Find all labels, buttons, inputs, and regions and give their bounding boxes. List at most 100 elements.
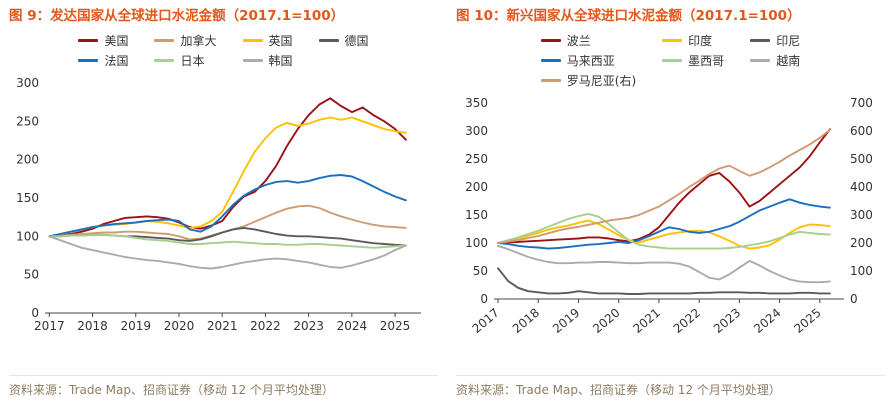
legend-label: 印度 [688,33,713,48]
y-axis-tick-label: 200 [465,180,488,194]
series-line-墨西哥 [496,212,831,250]
legend-swatch [242,38,263,42]
figure-9-panel: 图 9：发达国家从全球进口水泥金额（2017.1=100） 美国 加拿大 英国 德国法… [0,0,447,404]
legend-swatch [242,58,263,62]
y-axis-right-tick-label: 500 [850,152,873,166]
y-axis-tick-label: 0 [31,306,39,320]
y-axis-tick-label: 0 [480,292,488,306]
legend-item-波兰: 波兰 [540,32,636,49]
series-line-罗马尼亚(右) [496,128,831,244]
legend-label: 美国 [104,33,129,48]
legend-label: 越南 [776,53,801,68]
legend-item-法国: 法国 [78,52,128,69]
x-axis-tick-label: 2024 [336,319,367,333]
legend-item-美国: 美国 [78,32,128,49]
legend-label: 德国 [344,33,369,48]
legend-item-越南: 越南 [750,52,800,69]
y-axis-tick-label: 50 [23,267,38,281]
series-line-法国 [47,173,407,237]
y-axis-tick-label: 150 [465,208,488,222]
x-axis-tick-label: 2022 [250,319,281,333]
y-axis-tick-label: 250 [16,114,39,128]
legend-label: 墨西哥 [688,53,725,68]
x-axis-tick-label: 2018 [509,305,541,335]
legend-item-英国: 英国 [242,32,293,49]
series-line-马来西亚 [496,197,831,250]
legend-swatch [540,38,561,42]
legend-swatch [154,38,175,42]
x-axis-tick-label: 2025 [379,319,410,333]
legend-item-印尼: 印尼 [750,32,800,49]
legend-label: 韩国 [268,53,293,68]
legend-label: 马来西亚 [566,53,615,68]
figure-9-source-note: 资料来源：Trade Map、招商证券（移动 12 个月平均处理） [9,375,438,398]
series-line-波兰 [496,127,831,244]
legend-swatch [540,58,561,62]
y-axis-right-tick-label: 100 [850,264,873,278]
y-axis-tick-label: 300 [465,124,488,138]
legend-swatch [78,58,99,62]
legend-swatch [662,38,683,42]
y-axis-right-tick-label: 700 [850,96,873,110]
series-line-印度 [496,219,831,250]
x-axis-tick-label: 2017 [34,319,65,333]
legend-label: 波兰 [566,33,591,48]
figure-10-title: 图 10：新兴国家从全球进口水泥金额（2017.1=100） [456,8,801,24]
figure-9-title: 图 9：发达国家从全球进口水泥金额（2017.1=100） [9,8,345,24]
series-line-日本 [47,233,407,249]
x-axis-tick-label: 2018 [77,319,108,333]
y-axis-right-tick-label: 200 [850,236,873,250]
legend-item-韩国: 韩国 [242,52,293,69]
legend-item-加拿大: 加拿大 [154,32,217,49]
series-line-韩国 [47,234,407,269]
legend-swatch [662,58,683,62]
series-line-越南 [496,244,831,283]
y-axis-tick-label: 250 [465,152,488,166]
legend-item-德国: 德国 [318,32,369,49]
legend-label: 印尼 [776,33,801,48]
y-axis-right-tick-label: 300 [850,208,873,222]
legend-label: 日本 [180,53,205,68]
y-axis-tick-label: 100 [465,236,488,250]
x-axis-tick-label: 2019 [550,305,582,335]
legend-item-日本: 日本 [154,52,216,69]
legend-swatch [750,58,771,62]
y-axis-tick-label: 200 [16,152,39,166]
legend-swatch [78,38,99,42]
legend-swatch [540,78,561,82]
x-axis-tick-label: 2023 [293,319,324,333]
figure-10-source-note: 资料来源：Trade Map、招商证券（移动 12 个月平均处理） [456,375,885,398]
y-axis-right-tick-label: 0 [850,292,858,306]
y-axis-tick-label: 350 [465,96,488,110]
x-axis-tick-label: 2020 [590,305,622,335]
y-axis-tick-label: 50 [472,264,487,278]
legend-item-墨西哥: 墨西哥 [662,52,724,69]
legend-label: 罗马尼亚(右) [566,73,637,88]
legend-swatch [318,38,339,42]
y-axis-tick-label: 100 [16,229,39,243]
figure-9-chart: 0 50 100 150 200 250 300 2017 2018 2019 2020 2021 20… [16,76,421,333]
x-axis-tick-label: 2017 [469,305,501,335]
legend-item-马来西亚: 马来西亚 [540,52,636,69]
figure-10-legend: 波兰 印度 印尼马来西亚 墨西哥 越南罗马尼亚(右) [456,32,885,89]
x-axis-tick-label: 2021 [206,319,237,333]
x-axis-tick-label: 2025 [791,305,823,335]
x-axis-tick-label: 2019 [120,319,151,333]
figure-10-chart: 0 50 100 150 200 250 300 350 0 100 200 300 400 500 600… [465,96,873,336]
figure-10-panel: 图 10：新兴国家从全球进口水泥金额（2017.1=100） 波兰 印度 印尼马来西… [447,0,894,404]
legend-swatch [750,38,771,42]
series-line-印尼 [496,266,831,295]
x-axis-tick-label: 2023 [710,305,742,335]
y-axis-right-tick-label: 400 [850,180,873,194]
y-axis-right-tick-label: 600 [850,124,873,138]
legend-label: 英国 [268,33,293,48]
figure-9-legend: 美国 加拿大 英国 德国法国 日本 韩国 [9,32,438,69]
legend-swatch [154,58,175,62]
x-axis-tick-label: 2022 [670,305,702,335]
y-axis-tick-label: 300 [16,76,39,90]
x-axis-tick-label: 2021 [630,305,662,335]
legend-label: 法国 [104,53,129,68]
legend-item-印度: 印度 [662,32,724,49]
x-axis-tick-label: 2020 [163,319,194,333]
series-line-美国 [47,96,407,237]
